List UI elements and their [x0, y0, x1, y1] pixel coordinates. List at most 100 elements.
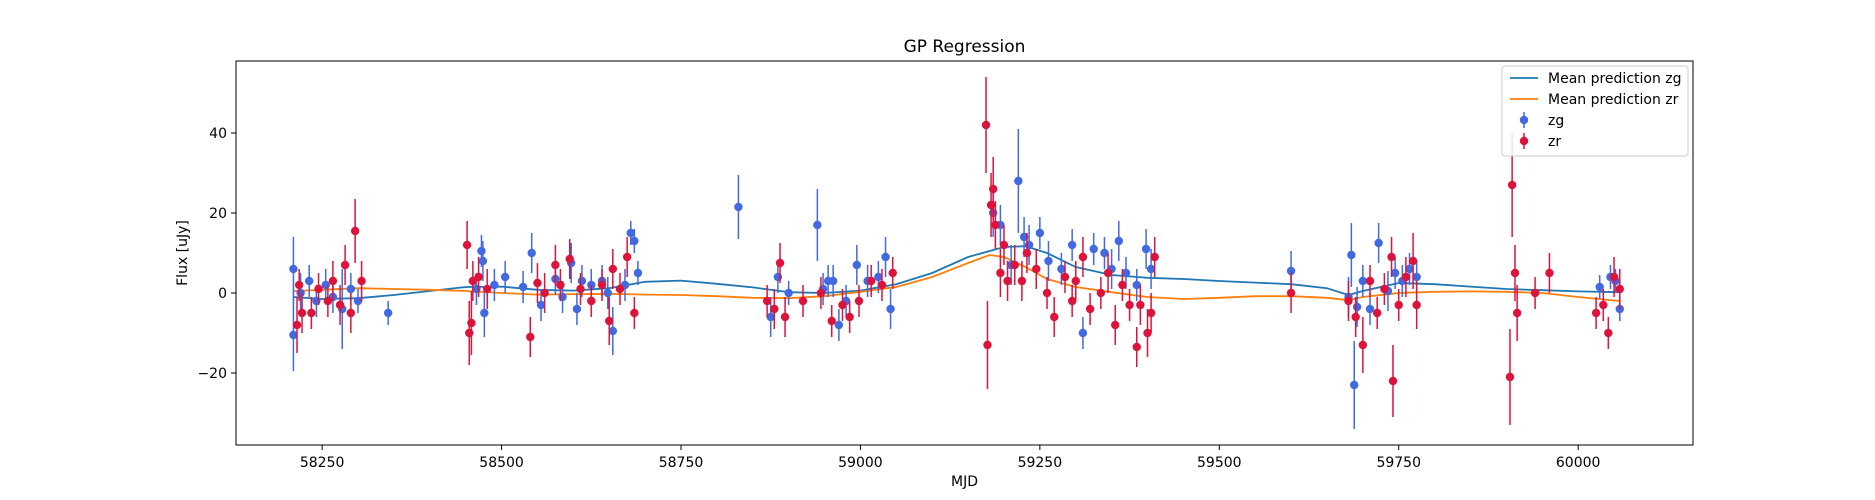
y-tick-label: 20	[209, 206, 227, 222]
zg-point	[478, 256, 488, 266]
zr-point	[1609, 272, 1619, 282]
y-tick-label: 0	[218, 286, 227, 302]
zr-point	[335, 300, 345, 310]
zg-point	[1347, 250, 1356, 260]
zr-point	[1344, 296, 1353, 306]
zg-point	[734, 202, 743, 212]
zr-point	[1545, 268, 1554, 278]
zr-point	[605, 316, 614, 326]
y-axis-ticks: −20 0 20 40	[197, 126, 236, 382]
zg-point	[886, 304, 895, 314]
zg-point	[289, 264, 298, 274]
zr-point	[1387, 252, 1396, 262]
zr-point	[1017, 276, 1027, 286]
zr-point	[1071, 276, 1080, 286]
zr-point	[1372, 308, 1382, 318]
zg-point	[852, 260, 862, 270]
zg-point	[1286, 266, 1296, 276]
zr-point	[888, 268, 897, 278]
zr-point	[340, 260, 350, 270]
zr-point	[981, 120, 991, 130]
zr-point	[292, 320, 302, 330]
zr-point	[622, 252, 632, 262]
zr-point	[474, 272, 483, 282]
zg-point	[558, 292, 567, 302]
zr-point	[877, 280, 887, 290]
zr-point	[483, 284, 492, 294]
zr-point	[866, 276, 876, 286]
y-axis-label: Flux [uJy]	[175, 220, 191, 286]
zr-point	[1286, 288, 1296, 298]
zr-point	[526, 332, 535, 342]
zg-point	[477, 246, 486, 256]
zg-point	[1014, 176, 1023, 186]
zr-point	[838, 300, 847, 310]
zg-point	[1352, 302, 1362, 312]
zg-point	[480, 308, 489, 318]
legend-label: Mean prediction zr	[1548, 92, 1679, 108]
zr-point	[1510, 268, 1520, 278]
zr-point	[350, 226, 360, 236]
zg-point	[1100, 248, 1109, 258]
zr-point	[540, 288, 549, 298]
zg-point	[305, 276, 314, 286]
plot-area	[289, 77, 1624, 429]
x-axis-ticks: 58250 58500 58750 59000 59250 59500 59750 60000	[300, 445, 1600, 471]
zr-point	[323, 296, 333, 306]
zr-point	[1078, 252, 1088, 262]
zr-point	[1060, 272, 1070, 282]
zr-point	[1096, 288, 1106, 298]
zr-point	[1512, 308, 1522, 318]
zr-point	[991, 220, 1000, 230]
mean-prediction-line-zr	[293, 254, 1620, 302]
zr-point	[1022, 248, 1032, 258]
zg-point	[346, 284, 356, 294]
zr-point	[1136, 300, 1145, 310]
legend-label: zr	[1548, 134, 1561, 150]
zr-point	[630, 308, 639, 318]
zg-point	[608, 326, 618, 336]
zr-point	[1394, 300, 1403, 310]
zg-point	[1035, 228, 1045, 238]
x-tick-label: 59000	[838, 455, 883, 471]
zr-point	[1150, 252, 1159, 262]
x-tick-label: 59500	[1197, 455, 1242, 471]
zr-point	[1118, 280, 1127, 290]
zr-point	[780, 312, 790, 322]
zr-point	[587, 296, 596, 306]
zg-point	[1365, 304, 1375, 314]
zg-point	[518, 282, 528, 292]
zr-point	[983, 340, 992, 350]
zr-point	[328, 276, 338, 286]
zr-point	[1146, 308, 1156, 318]
zg-point	[1019, 232, 1029, 242]
zr-point	[1591, 308, 1601, 318]
zr-point	[770, 304, 779, 314]
zg-point	[490, 280, 499, 290]
zg-point	[828, 276, 838, 286]
x-tick-label: 58750	[659, 455, 704, 471]
zg-point	[289, 330, 298, 340]
zr-point	[1067, 296, 1077, 306]
zr-point	[1380, 284, 1389, 294]
zr-point	[346, 308, 356, 318]
legend-marker-swatch	[1519, 136, 1529, 146]
zg-point	[1390, 268, 1400, 278]
zr-point	[1103, 268, 1113, 278]
zr-point	[556, 280, 565, 290]
zr-point	[1125, 300, 1134, 310]
zr-point	[576, 284, 585, 294]
zr-point	[1111, 320, 1120, 330]
zg-point	[500, 272, 510, 282]
zg-point	[353, 296, 363, 306]
zr-point	[307, 308, 316, 318]
zg-point	[1024, 240, 1034, 250]
zr-point	[1507, 180, 1517, 190]
legend-label: Mean prediction zg	[1548, 71, 1682, 87]
axes-frame	[235, 60, 1694, 446]
x-tick-label: 59250	[1018, 455, 1063, 471]
zr-point	[798, 296, 808, 306]
zg-point	[1350, 380, 1359, 390]
zr-point	[775, 258, 785, 268]
